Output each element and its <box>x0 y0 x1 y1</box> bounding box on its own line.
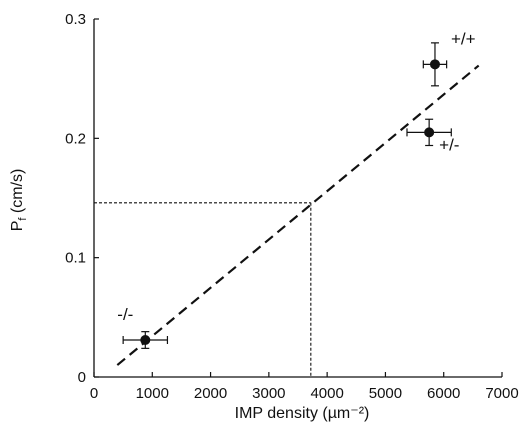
x-tick-label: 2000 <box>194 385 227 402</box>
x-axis-label: IMP density (µm⁻²) <box>235 405 370 422</box>
y-tick-label: 0 <box>78 369 86 386</box>
y-tick-label: 0.2 <box>65 130 86 147</box>
x-tick-label: 3000 <box>252 385 285 402</box>
y-tick-label: 0.1 <box>65 250 86 267</box>
data-point <box>429 59 440 70</box>
data-point-label: +/- <box>439 135 459 154</box>
x-tick-label: 1000 <box>136 385 169 402</box>
x-tick-label: 0 <box>90 385 98 402</box>
y-axis-label: Pf (cm/s) <box>9 169 29 232</box>
x-tick-label: 5000 <box>369 385 402 402</box>
data-point-label: -/- <box>117 305 133 324</box>
x-tick-label: 4000 <box>310 385 343 402</box>
data-point-label: +/+ <box>451 29 476 48</box>
y-tick-label: 0.3 <box>65 11 86 28</box>
data-point <box>424 127 435 138</box>
fit-line <box>116 64 480 366</box>
x-tick-label: 7000 <box>485 385 518 402</box>
x-tick-label: 6000 <box>427 385 460 402</box>
data-point <box>140 335 151 346</box>
